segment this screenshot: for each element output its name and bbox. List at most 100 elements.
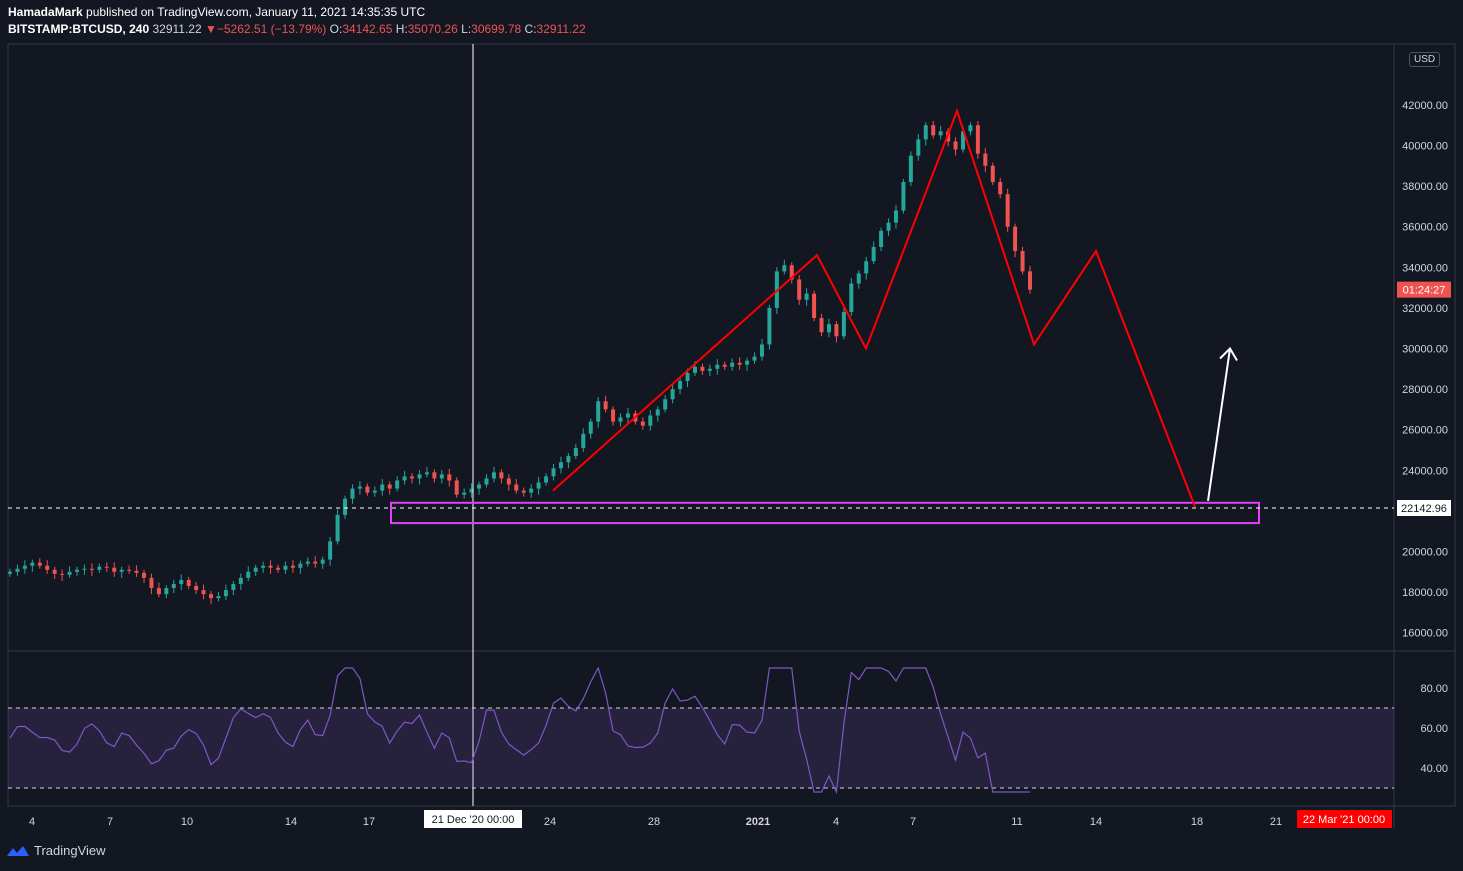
candle-body [692, 366, 697, 373]
hline-label-bg [1397, 499, 1451, 516]
candle-body [797, 279, 802, 300]
publish-line: HamadaMark published on TradingView.com,… [8, 5, 425, 19]
y-tick-label: 26000.00 [1402, 425, 1448, 437]
candle-body [618, 417, 623, 422]
y-tick-label: 18000.00 [1402, 587, 1448, 599]
candle-body [916, 139, 921, 156]
candle-body [447, 474, 452, 481]
candle-body [343, 498, 348, 515]
y-tick-label: 38000.00 [1402, 181, 1448, 193]
candle-body [253, 567, 258, 572]
support-zone-box [390, 501, 1260, 525]
candle-body [395, 480, 400, 489]
candle-body [707, 368, 712, 371]
countdown-label: 01:24:27 [1403, 285, 1446, 297]
candle-body [804, 293, 809, 300]
end-time-bg [1297, 810, 1392, 828]
candle-body [938, 131, 943, 136]
candle-body [112, 567, 117, 572]
close-label: C: [524, 22, 537, 36]
candle-body [127, 569, 132, 571]
footer-brand[interactable]: TradingView [6, 843, 106, 858]
candle-body [826, 324, 831, 333]
close-value: 32911.22 [536, 22, 586, 36]
candle-body [104, 566, 109, 568]
candle-body [611, 409, 616, 422]
candle-body [209, 594, 214, 599]
zigzag-pattern-line [552, 108, 1196, 508]
candle-body [730, 362, 735, 367]
candle-body [97, 566, 102, 570]
candle-body [454, 480, 459, 495]
x-tick-label: 2021 [746, 816, 770, 828]
candle-body [864, 261, 869, 274]
candle-body [439, 474, 444, 479]
author-name[interactable]: HamadaMark [8, 5, 83, 19]
y-tick-label: 16000.00 [1402, 628, 1448, 640]
y-tick-label: 30000.00 [1402, 344, 1448, 356]
symbol-label[interactable]: BITSTAMP:BTCUSD, 240 [8, 22, 150, 36]
currency-button[interactable]: USD [1409, 52, 1441, 67]
x-tick-label: 7 [107, 816, 113, 828]
high-label: H: [395, 22, 408, 36]
candle-body [819, 318, 824, 333]
candle-body [365, 486, 370, 493]
candle-body [670, 389, 675, 400]
candle-body [849, 283, 854, 312]
candle-body [752, 356, 757, 361]
candle-body [1028, 271, 1032, 290]
candle-body [700, 366, 705, 371]
candle-body [596, 401, 601, 422]
last-price: 32911.22 [152, 22, 202, 36]
candle-body [350, 488, 355, 499]
candle-body [648, 415, 653, 426]
candle-body [179, 579, 184, 584]
y-tick-label: 34000.00 [1402, 262, 1448, 274]
candle-body [655, 409, 660, 416]
candle-body [89, 568, 94, 570]
x-tick-label: 17 [363, 816, 375, 828]
rsi-band-fill [8, 708, 1394, 788]
open-value: 34142.65 [342, 22, 393, 36]
candle-body [678, 380, 683, 390]
candle-body [22, 565, 27, 569]
candle-body [156, 588, 161, 595]
candle-body [625, 413, 630, 418]
candle-body [194, 586, 199, 591]
projection-arrowhead [1219, 346, 1238, 362]
candle-body [923, 125, 928, 140]
candle-body [782, 265, 787, 272]
x-tick-label: 4 [833, 816, 839, 828]
high-value: 35070.26 [407, 22, 458, 36]
x-tick-label: 11 [1011, 816, 1022, 828]
open-label: O: [329, 22, 343, 36]
candle-body [663, 399, 668, 410]
candle-body [581, 433, 586, 448]
candle-body [417, 474, 422, 479]
candle-body [886, 222, 891, 231]
candle-body [380, 484, 385, 491]
x-tick-label: 21 [1270, 816, 1282, 828]
candle-body [238, 577, 243, 584]
tradingview-logo-icon [7, 845, 29, 856]
candle-body [477, 484, 482, 489]
candle-body [536, 482, 541, 489]
low-value: 30699.78 [471, 22, 522, 36]
candle-body [276, 567, 281, 570]
x-tick-label: 10 [181, 816, 193, 828]
candle-body [931, 125, 936, 136]
candle-body [402, 476, 407, 481]
candle-body [558, 462, 563, 469]
candle-body [119, 569, 124, 572]
candle-body [841, 311, 846, 337]
candle-body [432, 472, 437, 479]
candle-body [685, 372, 690, 381]
rsi-tick-label: 60.00 [1420, 723, 1448, 735]
candle-body [745, 360, 750, 365]
change-value: −5262.51 (−13.79%) [216, 22, 327, 36]
low-label: L: [461, 22, 472, 36]
y-tick-label: 24000.00 [1402, 465, 1448, 477]
candle-body [60, 573, 65, 575]
candle-body [186, 579, 191, 587]
